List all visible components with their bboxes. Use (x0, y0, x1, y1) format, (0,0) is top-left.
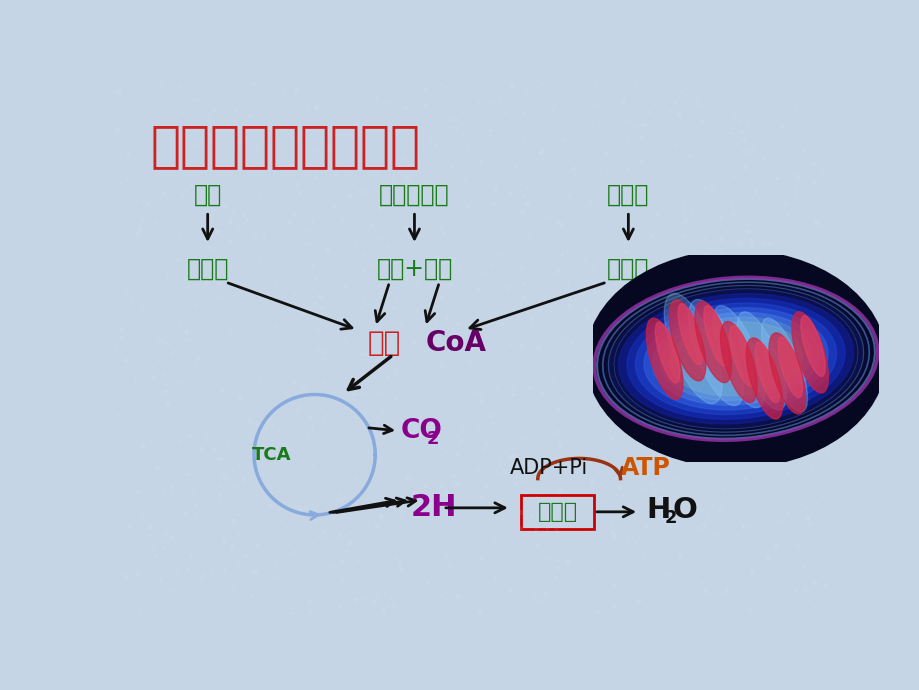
Ellipse shape (720, 322, 756, 403)
Text: TCA: TCA (252, 446, 291, 464)
Text: 三酯酰甘油: 三酯酰甘油 (379, 182, 449, 206)
Ellipse shape (694, 302, 731, 383)
Ellipse shape (768, 333, 805, 414)
Ellipse shape (652, 313, 819, 405)
Ellipse shape (677, 304, 702, 364)
Ellipse shape (729, 326, 753, 386)
Text: 乙酰: 乙酰 (368, 329, 401, 357)
Ellipse shape (703, 306, 728, 366)
Ellipse shape (609, 289, 861, 428)
Text: 2: 2 (664, 509, 676, 527)
Ellipse shape (585, 250, 885, 468)
Text: 2: 2 (426, 430, 438, 448)
Text: CO: CO (400, 418, 442, 444)
Text: O: O (672, 497, 697, 524)
Text: 蛋白质: 蛋白质 (607, 182, 649, 206)
Ellipse shape (687, 299, 743, 406)
Ellipse shape (668, 299, 705, 381)
Text: 氨基酸: 氨基酸 (607, 257, 649, 281)
Text: 脂酸+甘油: 脂酸+甘油 (376, 257, 452, 281)
Text: ATP: ATP (620, 456, 670, 480)
Ellipse shape (618, 294, 853, 424)
Ellipse shape (626, 298, 845, 420)
Text: H: H (645, 497, 670, 524)
Ellipse shape (791, 312, 828, 393)
Ellipse shape (664, 293, 721, 404)
Ellipse shape (669, 322, 801, 395)
Ellipse shape (654, 322, 679, 383)
Text: 生物氧化的一般过程: 生物氧化的一般过程 (151, 123, 420, 170)
Ellipse shape (643, 308, 827, 410)
Ellipse shape (777, 337, 801, 397)
Ellipse shape (736, 312, 786, 410)
Text: CoA: CoA (425, 329, 485, 357)
Ellipse shape (635, 303, 835, 415)
Ellipse shape (761, 318, 807, 412)
Ellipse shape (660, 317, 811, 400)
Text: 2H: 2H (411, 493, 457, 522)
Text: 葡萄糖: 葡萄糖 (187, 257, 229, 281)
Ellipse shape (745, 338, 782, 419)
Ellipse shape (712, 306, 764, 408)
Ellipse shape (754, 342, 778, 403)
Ellipse shape (800, 316, 824, 377)
Text: 糖原: 糖原 (193, 182, 221, 206)
Ellipse shape (601, 284, 869, 433)
Ellipse shape (646, 318, 682, 400)
Text: ADP+Pi: ADP+Pi (509, 458, 587, 478)
Text: 呼吸链: 呼吸链 (537, 502, 577, 522)
